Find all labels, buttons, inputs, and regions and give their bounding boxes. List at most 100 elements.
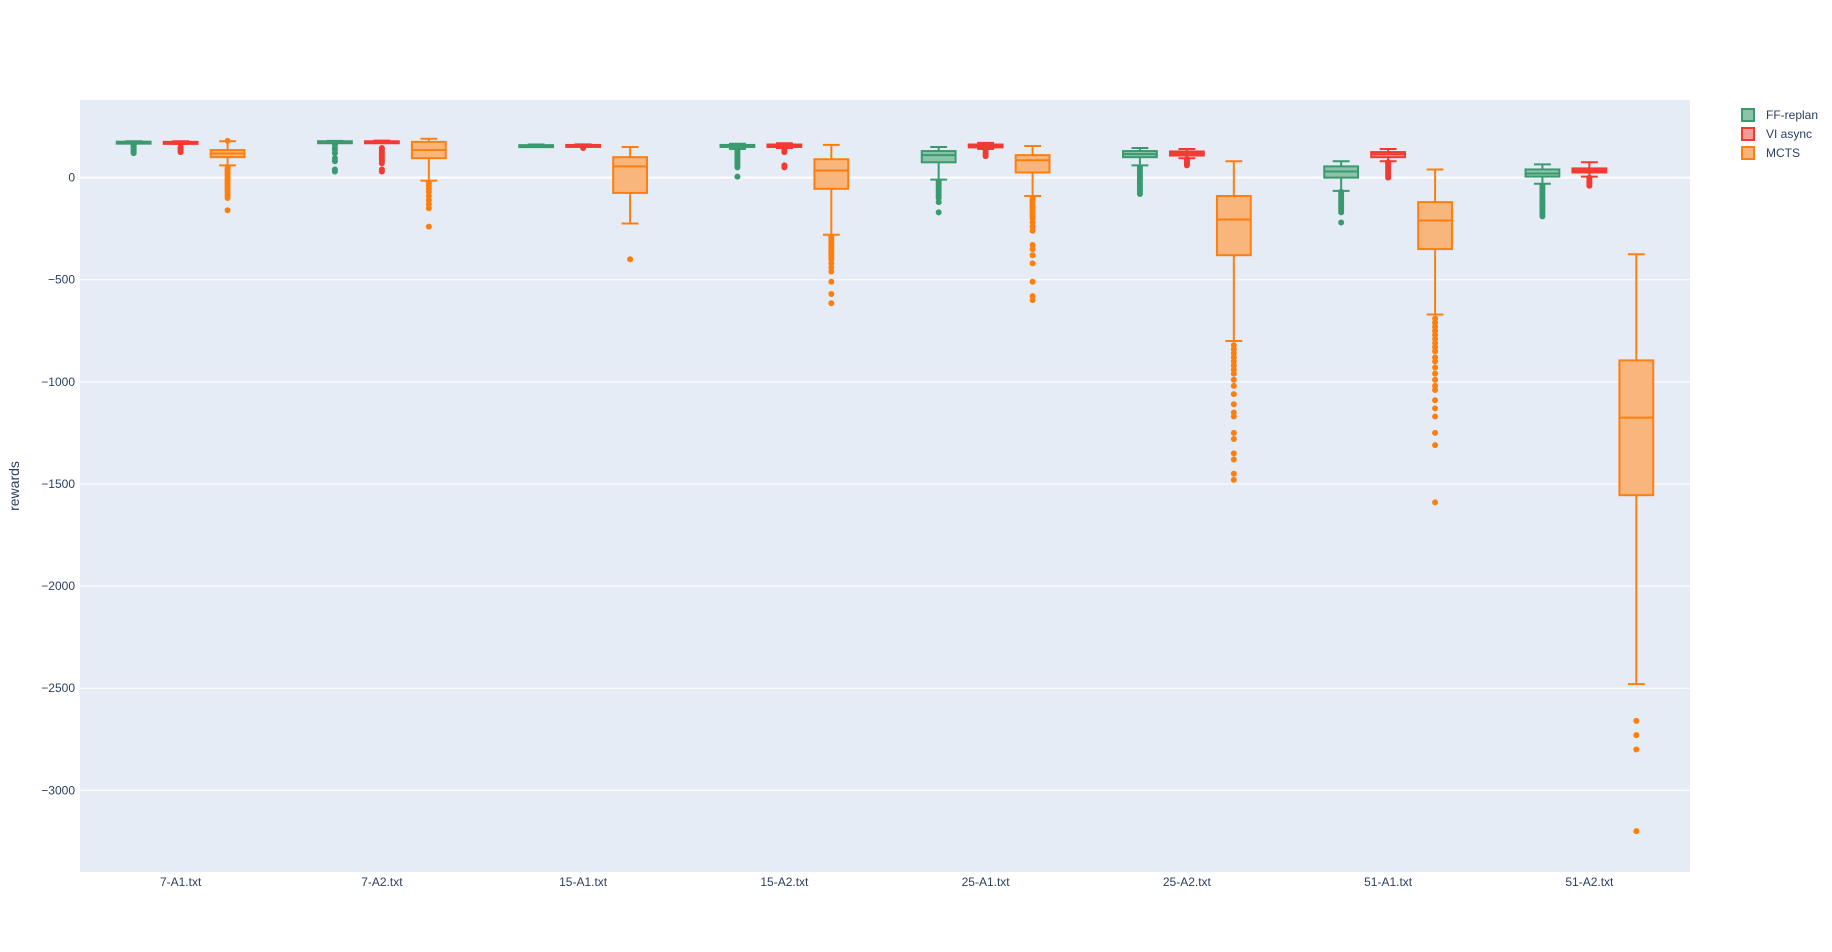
outlier-point — [1230, 391, 1237, 398]
outlier-point — [1633, 746, 1640, 753]
y-tick-labels: 0 −500 −1000 −1500 −2000 −2500 −3000 — [41, 171, 75, 798]
outlier-point — [734, 173, 741, 180]
outlier-point — [1432, 429, 1439, 436]
outlier-point — [1432, 413, 1439, 420]
outlier-point — [1338, 219, 1345, 226]
outlier-point — [1029, 297, 1036, 304]
outlier-point — [224, 195, 231, 202]
iqr-box — [612, 156, 648, 194]
outlier-point — [828, 291, 835, 298]
outlier-point — [1029, 246, 1036, 253]
outlier-point — [828, 278, 835, 285]
outlier-point — [1432, 364, 1439, 371]
outlier-point — [378, 160, 385, 167]
iqr-box — [920, 150, 957, 164]
x-tick-label: 15-A2.txt — [760, 875, 809, 889]
box-mcts — [410, 137, 447, 230]
outlier-point — [130, 150, 137, 157]
box-vi-async — [967, 141, 1004, 160]
outlier-point — [1136, 190, 1143, 197]
box-mcts — [1215, 160, 1252, 483]
outlier-point — [781, 164, 788, 171]
outlier-point — [224, 137, 231, 144]
outlier-point — [177, 149, 184, 156]
iqr-box — [1417, 201, 1453, 251]
legend-item-vi-async[interactable]: VI async — [1741, 127, 1812, 141]
box-ff-replan — [317, 139, 353, 175]
box-mcts — [209, 137, 246, 214]
outlier-point — [1230, 450, 1237, 457]
outlier-point — [331, 158, 338, 165]
outlier-point — [1586, 182, 1593, 189]
box-ff-replan — [518, 143, 555, 149]
box-vi-async — [766, 142, 803, 171]
outlier-point — [1029, 260, 1036, 267]
outlier-point — [1029, 252, 1036, 259]
outlier-point — [781, 149, 788, 156]
x-tick-label: 7-A1.txt — [160, 875, 202, 889]
box-ff-replan — [719, 142, 756, 180]
outlier-point — [1539, 213, 1546, 220]
outlier-point — [1432, 387, 1439, 394]
outlier-point — [1230, 456, 1237, 463]
outlier-point — [1029, 278, 1036, 285]
outlier-point — [224, 207, 231, 214]
box-ff-replan — [1323, 160, 1360, 226]
outlier-point — [1029, 227, 1036, 234]
x-tick-label: 51-A1.txt — [1364, 875, 1413, 889]
x-tick-label: 51-A2.txt — [1565, 875, 1614, 889]
y-gridlines — [80, 176, 1690, 791]
outlier-point — [1432, 405, 1439, 412]
outlier-point — [1432, 370, 1439, 377]
box-ff-replan — [115, 140, 152, 157]
y-tick-label: 0 — [68, 171, 75, 185]
outlier-point — [580, 144, 587, 151]
outlier-point — [1230, 476, 1237, 483]
outlier-point — [1432, 348, 1439, 355]
y-tick-label: −500 — [48, 273, 75, 287]
outlier-point — [1633, 828, 1640, 835]
y-tick-label: −3000 — [41, 783, 75, 797]
box-vi-async — [1370, 148, 1407, 181]
legend-label: VI async — [1766, 127, 1812, 141]
outlier-point — [1230, 376, 1237, 383]
x-tick-label: 7-A2.txt — [361, 875, 403, 889]
box-mcts — [813, 143, 850, 307]
iqr-box — [1215, 194, 1252, 257]
y-tick-label: −1500 — [41, 477, 75, 491]
outlier-point — [1432, 442, 1439, 449]
outlier-point — [1183, 162, 1190, 169]
outlier-point — [331, 168, 338, 175]
y-tick-label: −2500 — [41, 681, 75, 695]
legend-item-mcts[interactable]: MCTS — [1741, 146, 1800, 160]
box-vi-async — [162, 140, 199, 156]
outlier-point — [935, 199, 942, 206]
outlier-point — [1432, 499, 1439, 506]
outlier-point — [1432, 376, 1439, 383]
outlier-point — [1385, 174, 1392, 181]
x-tick-labels: 7-A1.txt 7-A2.txt 15-A1.txt 15-A2.txt 25-A1.… — [160, 875, 1614, 889]
outlier-point — [734, 164, 741, 171]
outlier-point — [1230, 470, 1237, 477]
box-ff-replan — [920, 145, 957, 216]
outlier-point — [982, 153, 989, 160]
outlier-point — [935, 209, 942, 216]
outlier-point — [1230, 401, 1237, 408]
outlier-point — [1230, 429, 1237, 436]
box-mcts — [1417, 168, 1453, 506]
box-vi-async — [565, 143, 602, 151]
box-ff-replan — [1122, 146, 1158, 197]
box-mcts — [612, 145, 648, 263]
box-mcts — [1618, 253, 1655, 835]
box-mcts — [1014, 144, 1051, 304]
legend-swatch — [1741, 146, 1755, 160]
outlier-point — [627, 256, 634, 263]
legend-label: MCTS — [1766, 146, 1800, 160]
iqr-box — [1014, 154, 1051, 174]
legend-item-ff-replan[interactable]: FF-replan — [1741, 108, 1818, 122]
legend-swatch — [1741, 127, 1755, 141]
outlier-point — [1633, 717, 1640, 724]
outlier-point — [425, 205, 432, 212]
outlier-point — [1230, 370, 1237, 377]
